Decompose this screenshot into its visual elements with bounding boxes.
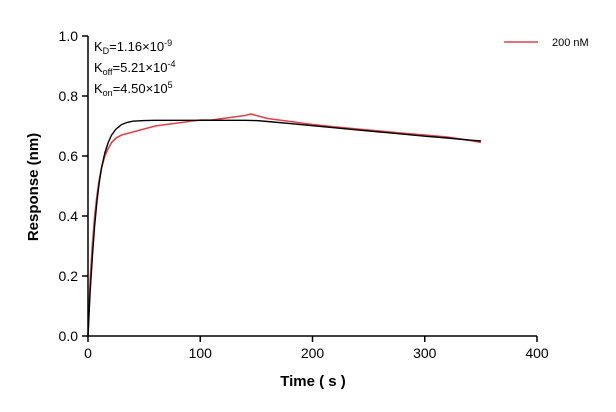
legend: 200 nM	[504, 37, 589, 49]
legend-label-200nm: 200 nM	[552, 37, 589, 49]
y-tick-label: 0.2	[59, 268, 79, 284]
x-tick-label: 0	[84, 345, 92, 361]
y-axis-ticks: 0.0 0.2 0.4 0.6 0.8 1.0	[59, 28, 88, 344]
x-axis-title: Time ( s )	[280, 373, 346, 390]
x-tick-label: 100	[189, 345, 213, 361]
y-tick-label: 1.0	[59, 28, 79, 44]
x-tick-label: 200	[301, 345, 325, 361]
kon-annotation: Kon=4.50×105	[94, 80, 173, 98]
plot-area	[87, 113, 482, 337]
y-tick-label: 0.6	[59, 148, 79, 164]
koff-annotation: Koff=5.21×10-4	[94, 59, 175, 77]
y-axis-title: Response (nm)	[25, 133, 42, 241]
y-tick-label: 0.4	[59, 208, 79, 224]
series-line-200nm	[87, 113, 482, 337]
kd-annotation: KD=1.16×10-9	[94, 38, 172, 56]
y-tick-label: 0.0	[59, 328, 79, 344]
x-axis-ticks: 0 100 200 300 400	[84, 336, 549, 361]
x-tick-label: 400	[525, 345, 549, 361]
fit-curve-line	[87, 119, 481, 337]
y-tick-label: 0.8	[59, 88, 79, 104]
kinetic-constants: KD=1.16×10-9 Koff=5.21×10-4 Kon=4.50×105	[94, 38, 175, 98]
x-tick-label: 300	[413, 345, 437, 361]
